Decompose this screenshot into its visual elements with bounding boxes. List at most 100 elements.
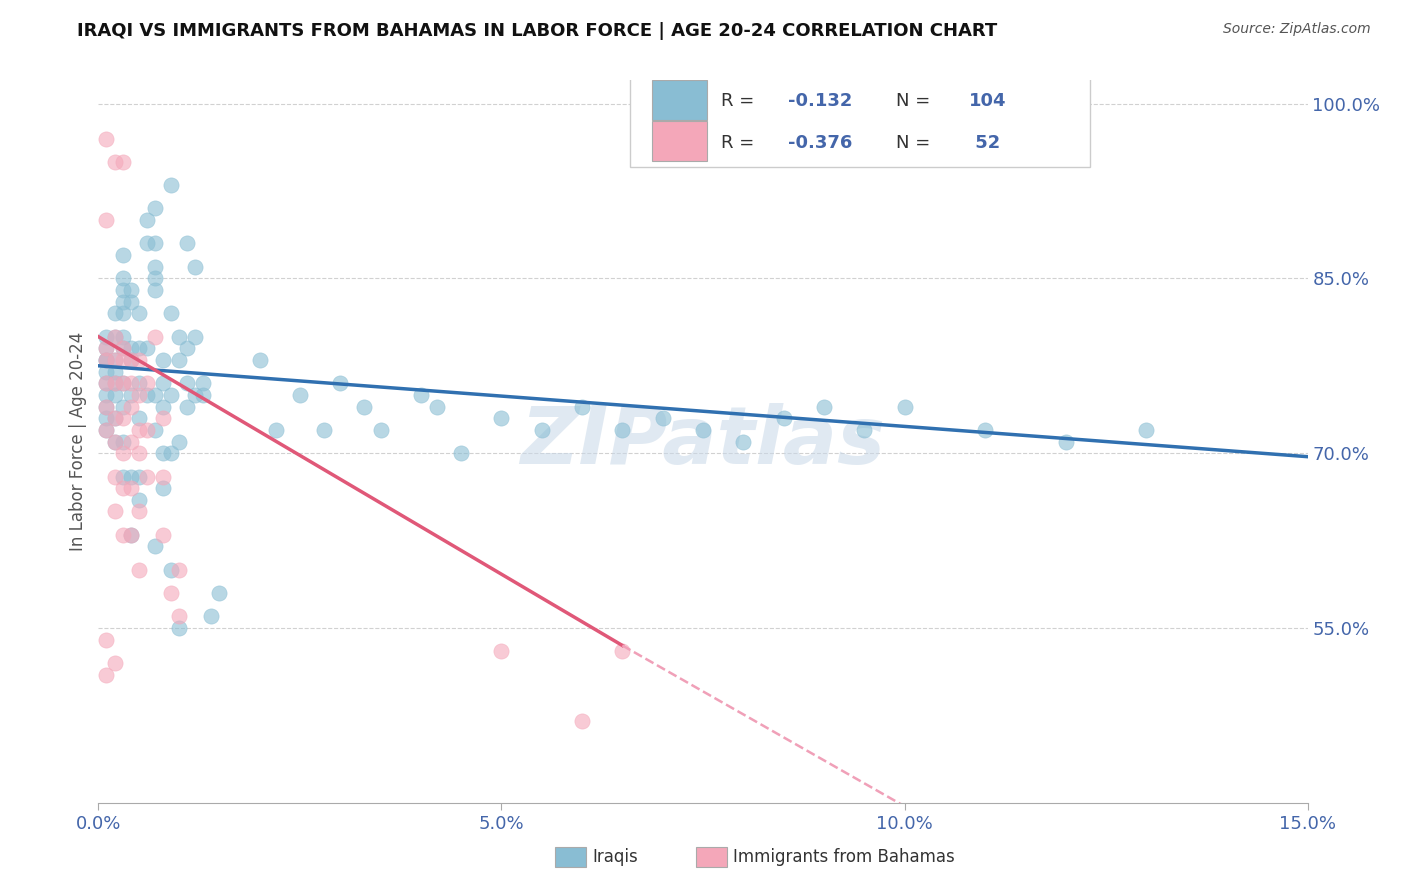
Point <box>103 306 125 320</box>
Text: Source: ZipAtlas.com: Source: ZipAtlas.com <box>1223 22 1371 37</box>
Point <box>128 563 150 577</box>
Point <box>813 400 835 414</box>
Point <box>111 528 134 542</box>
Point <box>733 434 755 449</box>
Point <box>111 353 134 368</box>
Point <box>103 411 125 425</box>
Point <box>111 446 134 460</box>
FancyBboxPatch shape <box>652 80 707 120</box>
Point <box>96 365 118 379</box>
Point <box>120 376 142 391</box>
Point <box>120 469 142 483</box>
Point <box>111 271 134 285</box>
Y-axis label: In Labor Force | Age 20-24: In Labor Force | Age 20-24 <box>69 332 87 551</box>
Point <box>135 376 157 391</box>
Point <box>143 388 166 402</box>
Point <box>135 388 157 402</box>
Point <box>96 353 118 368</box>
Point <box>135 469 157 483</box>
Point <box>1135 423 1157 437</box>
Point <box>120 400 142 414</box>
Point <box>103 388 125 402</box>
Point <box>111 400 134 414</box>
Point <box>200 609 222 624</box>
Point <box>120 353 142 368</box>
Point <box>491 644 513 658</box>
Point <box>111 306 134 320</box>
Point <box>103 365 125 379</box>
FancyBboxPatch shape <box>630 66 1090 167</box>
Text: N =: N = <box>897 134 936 153</box>
Point <box>152 469 174 483</box>
Point <box>96 667 118 681</box>
Point <box>193 388 215 402</box>
Point <box>128 411 150 425</box>
Point <box>176 236 198 251</box>
Point <box>853 423 876 437</box>
Point <box>128 446 150 460</box>
Text: IRAQI VS IMMIGRANTS FROM BAHAMAS IN LABOR FORCE | AGE 20-24 CORRELATION CHART: IRAQI VS IMMIGRANTS FROM BAHAMAS IN LABO… <box>77 22 998 40</box>
Point <box>143 271 166 285</box>
Point <box>167 609 190 624</box>
Point <box>111 469 134 483</box>
Point <box>128 306 150 320</box>
Point <box>160 586 183 600</box>
Point <box>176 400 198 414</box>
Point <box>103 469 125 483</box>
Point <box>111 376 134 391</box>
Point <box>184 388 207 402</box>
Point <box>111 341 134 355</box>
Point <box>96 388 118 402</box>
Text: 52: 52 <box>969 134 1000 153</box>
Point <box>426 400 449 414</box>
Point <box>120 528 142 542</box>
Point <box>571 400 593 414</box>
Point <box>103 329 125 343</box>
Point <box>111 283 134 297</box>
Point <box>96 376 118 391</box>
Point <box>103 376 125 391</box>
Point <box>111 434 134 449</box>
Point <box>111 154 134 169</box>
Point <box>176 341 198 355</box>
Point <box>128 492 150 507</box>
Point <box>450 446 472 460</box>
Point <box>120 434 142 449</box>
Point <box>152 376 174 391</box>
Point <box>96 423 118 437</box>
Text: R =: R = <box>721 134 761 153</box>
Point <box>167 353 190 368</box>
Point <box>184 260 207 274</box>
Point <box>128 353 150 368</box>
Point <box>651 411 673 425</box>
Point <box>692 423 714 437</box>
Point <box>128 388 150 402</box>
Point <box>167 329 190 343</box>
Point <box>143 260 166 274</box>
Point <box>249 353 271 368</box>
Point <box>103 434 125 449</box>
Point <box>120 283 142 297</box>
Point <box>152 528 174 542</box>
Point <box>103 353 125 368</box>
Point <box>120 294 142 309</box>
Point <box>120 481 142 495</box>
Point <box>143 540 166 554</box>
Point <box>128 341 150 355</box>
Point <box>96 376 118 391</box>
FancyBboxPatch shape <box>652 121 707 161</box>
Point <box>103 504 125 518</box>
Point <box>96 341 118 355</box>
Point <box>160 446 183 460</box>
Point <box>152 353 174 368</box>
Point <box>111 329 134 343</box>
Point <box>96 213 118 227</box>
Point <box>167 434 190 449</box>
Point <box>264 423 287 437</box>
Point <box>143 329 166 343</box>
Point <box>96 353 118 368</box>
Point <box>96 131 118 145</box>
Text: -0.132: -0.132 <box>787 92 852 110</box>
Text: ZIPatlas: ZIPatlas <box>520 402 886 481</box>
Point <box>128 469 150 483</box>
